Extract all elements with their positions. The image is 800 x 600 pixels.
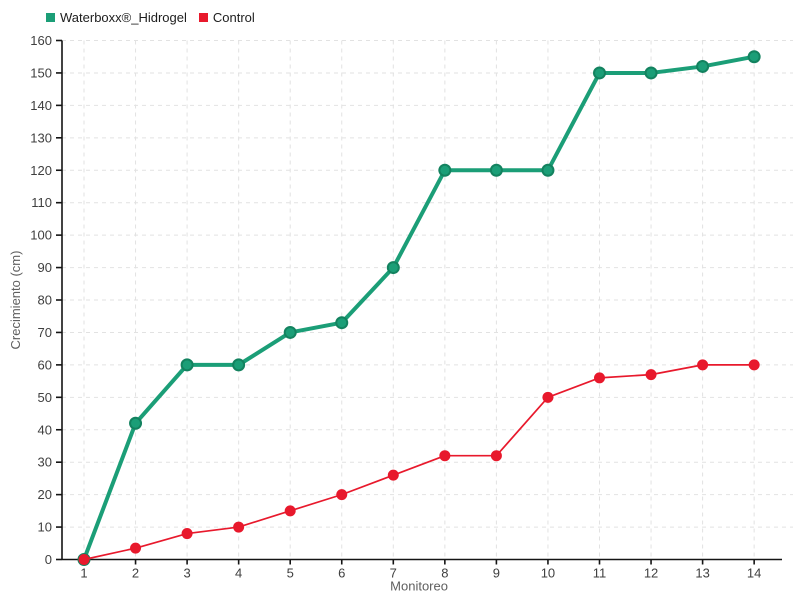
data-point[interactable] xyxy=(696,59,710,73)
legend-item-control[interactable]: Control xyxy=(198,10,255,25)
y-tick-label: 50 xyxy=(38,390,52,405)
legend-item-waterboxx[interactable]: Waterboxx®_Hidrogel xyxy=(46,10,187,25)
y-tick-label: 90 xyxy=(38,260,52,275)
x-tick-label: 10 xyxy=(541,566,555,581)
y-tick-label: 110 xyxy=(31,195,52,210)
y-tick-label: 140 xyxy=(30,98,52,113)
x-tick-label: 8 xyxy=(441,566,448,581)
x-tick-label: 1 xyxy=(80,566,87,581)
y-axis-title: Crecimiento (cm) xyxy=(8,251,23,350)
x-tick-label: 13 xyxy=(695,566,709,581)
y-tick-label: 60 xyxy=(38,357,52,372)
control-swatch-icon xyxy=(198,13,208,22)
data-point[interactable] xyxy=(439,450,451,462)
data-point[interactable] xyxy=(129,416,143,430)
y-tick-label: 0 xyxy=(45,552,52,567)
data-point[interactable] xyxy=(593,66,606,80)
x-tick-label: 7 xyxy=(390,566,397,581)
data-point[interactable] xyxy=(645,369,657,381)
tick-labels: 0102030405060708090100110120130140150160… xyxy=(30,33,761,581)
series-waterboxx xyxy=(77,50,761,566)
x-tick-label: 5 xyxy=(287,566,294,581)
x-tick-label: 9 xyxy=(493,566,500,581)
y-tick-label: 30 xyxy=(38,455,52,470)
x-tick-label: 3 xyxy=(183,566,190,581)
data-point[interactable] xyxy=(489,163,503,177)
data-point[interactable] xyxy=(541,163,555,177)
data-point[interactable] xyxy=(644,66,658,80)
data-point[interactable] xyxy=(748,359,760,371)
x-tick-label: 6 xyxy=(338,566,345,581)
data-point[interactable] xyxy=(747,50,761,64)
data-point[interactable] xyxy=(283,325,297,339)
y-tick-label: 120 xyxy=(30,163,52,178)
data-point[interactable] xyxy=(130,542,142,554)
y-tick-label: 80 xyxy=(38,293,52,308)
data-point[interactable] xyxy=(594,372,605,384)
x-tick-label: 11 xyxy=(593,566,607,581)
data-point[interactable] xyxy=(336,489,348,501)
data-point[interactable] xyxy=(386,261,400,275)
data-point[interactable] xyxy=(232,358,246,372)
data-point[interactable] xyxy=(335,316,349,330)
x-tick-label: 2 xyxy=(132,566,139,581)
y-tick-label: 40 xyxy=(38,422,52,437)
axes xyxy=(56,39,782,565)
legend-label-control: Control xyxy=(212,10,255,25)
y-tick-label: 20 xyxy=(38,487,52,502)
data-point[interactable] xyxy=(387,469,399,481)
data-point[interactable] xyxy=(180,358,194,372)
waterboxx-swatch-icon xyxy=(46,13,55,22)
x-axis-title: Monitoreo xyxy=(390,579,448,594)
legend-label-waterboxx: Waterboxx®_Hidrogel xyxy=(60,10,187,25)
y-tick-label: 70 xyxy=(38,325,52,340)
series-control xyxy=(78,359,760,565)
data-point[interactable] xyxy=(542,391,554,403)
series-line xyxy=(82,54,757,562)
data-point[interactable] xyxy=(697,359,709,371)
series-line xyxy=(83,364,756,561)
chart-legend: Waterboxx®_Hidrogel Control xyxy=(46,10,255,25)
data-point[interactable] xyxy=(233,521,245,533)
data-point[interactable] xyxy=(438,163,452,177)
data-point[interactable] xyxy=(284,505,296,517)
y-tick-label: 100 xyxy=(30,228,52,243)
y-tick-label: 160 xyxy=(30,33,52,48)
y-tick-label: 10 xyxy=(38,520,52,535)
data-point[interactable] xyxy=(181,528,193,540)
x-tick-label: 4 xyxy=(235,566,242,581)
x-tick-label: 12 xyxy=(644,566,658,581)
y-tick-label: 150 xyxy=(30,65,52,80)
data-point[interactable] xyxy=(490,450,502,462)
gridlines xyxy=(62,40,793,560)
data-point[interactable] xyxy=(78,554,90,565)
x-tick-label: 14 xyxy=(747,566,761,581)
y-tick-label: 130 xyxy=(30,130,52,145)
